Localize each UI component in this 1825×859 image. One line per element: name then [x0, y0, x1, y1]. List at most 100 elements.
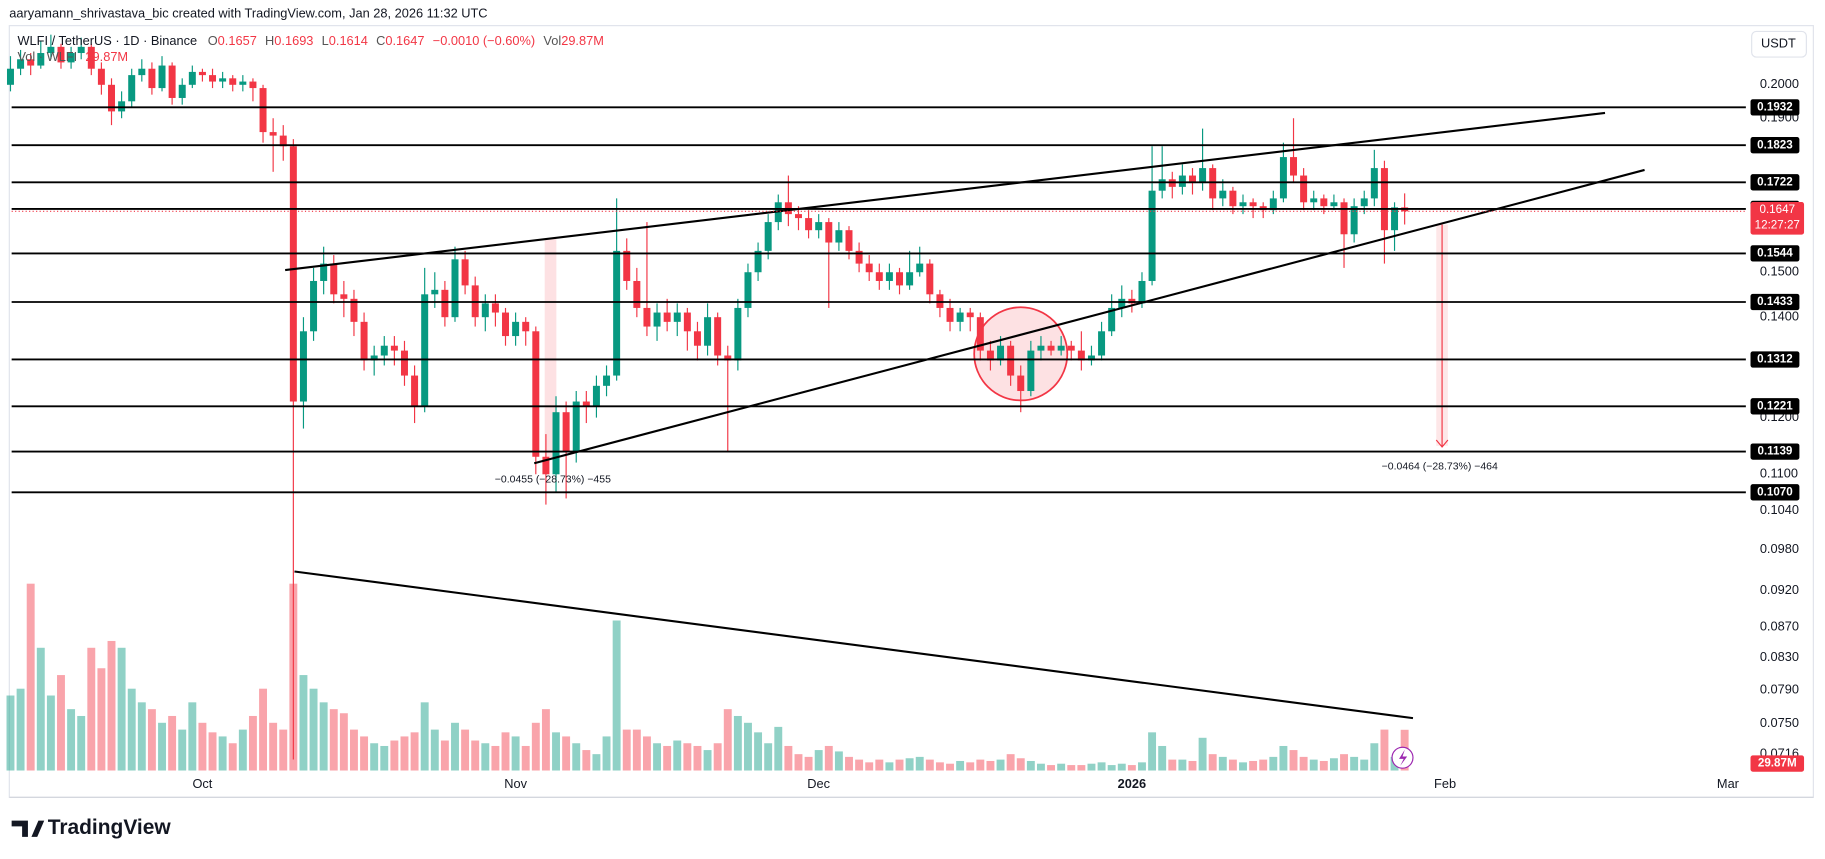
volume-bar [935, 762, 944, 771]
legend-change: −0.0010 (−0.60%) [433, 33, 535, 48]
candle-body [491, 303, 499, 313]
volume-bar [471, 740, 480, 771]
volume-bar [642, 736, 651, 771]
volume-bar [845, 756, 853, 771]
volume-label-box [1750, 755, 1805, 772]
candle-body [663, 312, 671, 322]
candle-body [310, 280, 318, 332]
volume-bar [370, 743, 379, 771]
legend: WLFI / TetherUS · 1D · Binance O0.1657 H… [17, 33, 603, 48]
volume-bar [966, 762, 975, 771]
volume-bar [269, 722, 278, 771]
candle-body [1037, 345, 1045, 351]
candle-body [623, 250, 631, 281]
volume-bar [814, 750, 823, 771]
candle-body [299, 331, 307, 402]
volume-bar [87, 647, 96, 771]
volume-bar [1350, 756, 1359, 771]
volume-bar [895, 759, 904, 771]
volume-bar [592, 754, 601, 771]
candle-body [1340, 202, 1348, 235]
candle-body [572, 401, 580, 452]
volume-bar [905, 758, 914, 771]
candle-body [108, 84, 115, 112]
candle-body [259, 88, 267, 133]
volume-bar [329, 709, 338, 771]
volume-bar [784, 745, 793, 771]
candle-body [1007, 345, 1015, 376]
candle-body [289, 146, 297, 402]
legend-symbol: WLFI / TetherUS · 1D · Binance [17, 33, 197, 48]
y-tick-label: 0.0870 [1760, 618, 1799, 633]
candle-body [1158, 179, 1166, 191]
volume-bar [804, 756, 813, 771]
volume-label: 29.87M [1758, 757, 1797, 770]
volume-bar [127, 688, 136, 771]
candle-body [946, 307, 954, 322]
candle-body [754, 250, 762, 273]
candle-body [542, 456, 550, 475]
legend-value: 0.1693 [274, 33, 313, 48]
candle-body [168, 65, 176, 98]
candle-body [219, 78, 227, 82]
candle-body [865, 263, 873, 273]
volume-bar [572, 743, 581, 771]
volume-bar [46, 695, 55, 771]
measure-label: −0.0455 (−28.73%) −455 [495, 474, 611, 485]
level-label: 0.1221 [1757, 399, 1793, 412]
trend-line [294, 570, 1414, 720]
volume-bar [410, 732, 419, 771]
level-label-box [1750, 245, 1800, 262]
volume-bar [855, 759, 864, 771]
volume-bar [1340, 754, 1348, 771]
header: aaryamann_shrivastava_bic created with T… [9, 5, 487, 20]
measure-zone [544, 238, 557, 458]
candle-body [693, 331, 701, 346]
candle-body [512, 321, 520, 337]
candle-body [1249, 202, 1257, 207]
candle-body [794, 214, 802, 219]
candle-body [1350, 206, 1358, 235]
volume-bar [6, 695, 15, 771]
measure-arrowhead [1435, 439, 1449, 448]
candle-body [431, 289, 439, 295]
candle-body [1279, 157, 1287, 199]
logo-icon [11, 820, 45, 837]
volume-bar [653, 743, 662, 771]
candle-body [67, 53, 75, 63]
volume-bar [1016, 758, 1025, 771]
candle-body [1087, 355, 1095, 361]
volume-bar [1148, 732, 1157, 771]
legend-value: 0.1647 [385, 33, 424, 48]
volume-bar [1309, 759, 1318, 771]
candle-body [805, 218, 813, 231]
candle-body [370, 355, 378, 361]
volume-bar [218, 736, 227, 771]
candle-body [1188, 175, 1196, 184]
volume-bar [158, 722, 166, 771]
legend-key: Vol [543, 33, 561, 48]
candle-body [1108, 307, 1116, 332]
candle-body [1017, 375, 1025, 392]
volume-bar [1228, 759, 1237, 771]
level-label-box [1750, 398, 1800, 415]
candle-body [592, 385, 600, 407]
volume-bar [582, 750, 591, 771]
volume-bar [632, 729, 641, 771]
legend-key: H [265, 33, 274, 48]
candle-body [603, 375, 611, 386]
level-label: 0.1312 [1757, 353, 1793, 366]
candle-body [1320, 198, 1328, 207]
volume-bar [1360, 759, 1369, 771]
volume-bar [319, 702, 328, 771]
volume-legend: Vol · WLFI 29.87M [17, 50, 128, 65]
volume-bar [198, 722, 207, 771]
candle-body [1290, 157, 1298, 176]
candle-body [653, 312, 661, 327]
currency-box [1751, 30, 1807, 58]
candle-body [885, 272, 893, 281]
candle-body [279, 135, 287, 147]
volume-bar [1279, 745, 1288, 771]
candle-body [1239, 202, 1247, 207]
volume-bar [77, 715, 86, 771]
